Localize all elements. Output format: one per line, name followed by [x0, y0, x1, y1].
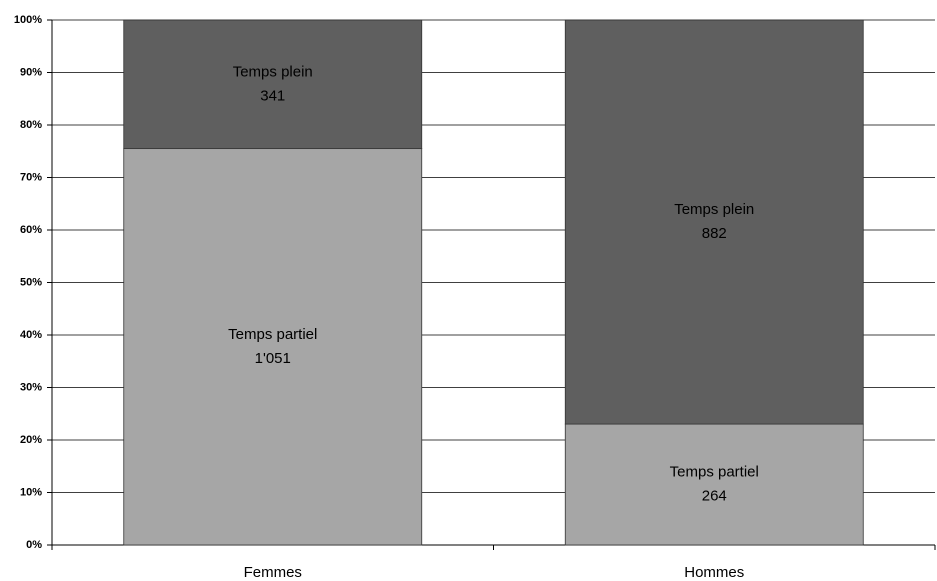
data-label: 341 [260, 87, 285, 104]
y-tick-label: 70% [20, 171, 42, 183]
segment-series-label: Temps plein [233, 63, 313, 80]
data-label: 264 [702, 487, 727, 504]
segment-series-label: Temps plein [674, 201, 754, 218]
y-tick-label: 0% [26, 539, 42, 551]
x-tick-label: Hommes [684, 564, 744, 581]
x-tick-label: Femmes [244, 564, 302, 581]
bar-segment [123, 148, 423, 546]
y-tick-label: 80% [20, 119, 42, 131]
bar-segment [123, 19, 423, 150]
y-tick-label: 100% [14, 14, 42, 26]
y-tick-label: 20% [20, 434, 42, 446]
y-tick-label: 40% [20, 329, 42, 341]
bar-segment [564, 19, 864, 425]
y-tick-label: 30% [20, 381, 42, 393]
segment-series-label: Temps partiel [228, 326, 317, 343]
y-tick-label: 10% [20, 486, 42, 498]
data-label: 1'051 [255, 350, 291, 367]
y-tick-label: 50% [20, 276, 42, 288]
segment-series-label: Temps partiel [670, 463, 759, 480]
bar-segment [564, 423, 864, 546]
y-tick-label: 90% [20, 66, 42, 78]
y-tick-label: 60% [20, 224, 42, 236]
data-label: 882 [702, 225, 727, 242]
